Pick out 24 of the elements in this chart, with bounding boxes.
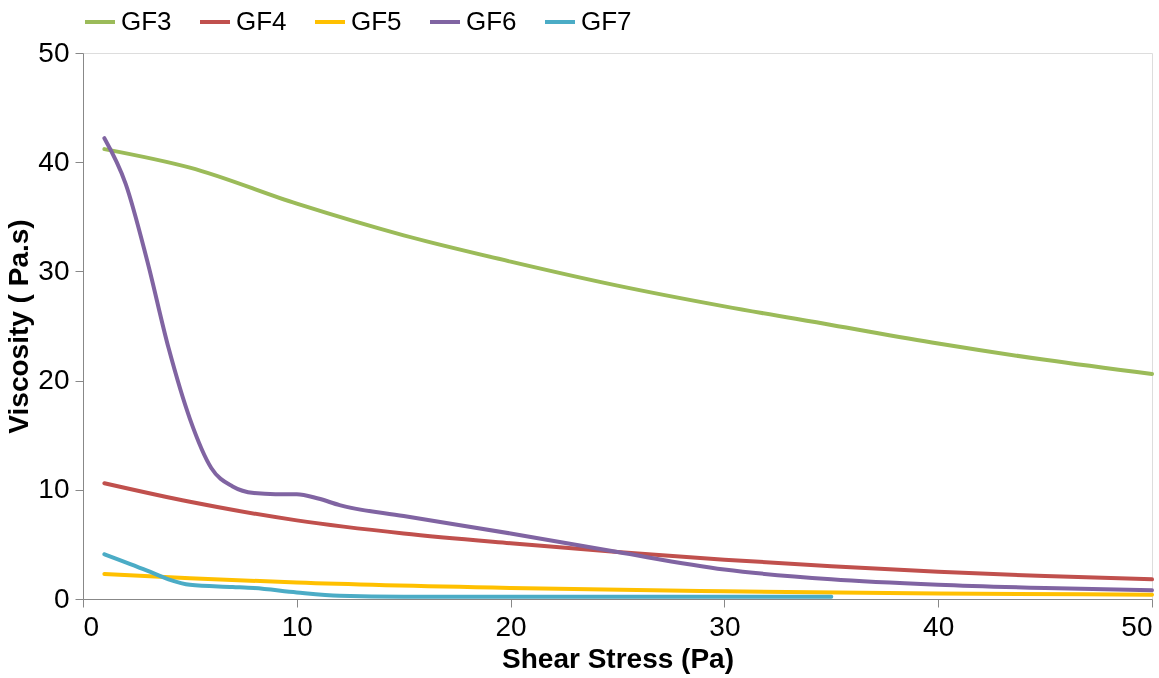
- line-series: [102, 147, 1154, 377]
- x-tick-label: 40: [923, 610, 955, 642]
- legend-label: GF4: [236, 6, 287, 36]
- legend-label: GF5: [351, 6, 402, 36]
- line-series: [102, 571, 1154, 597]
- x-tick-label: 20: [495, 610, 527, 642]
- line-series: [102, 481, 1154, 582]
- legend-label: GF6: [466, 6, 517, 36]
- x-axis-title: Shear Stress (Pa): [502, 642, 734, 674]
- x-tick-label: 30: [709, 610, 741, 642]
- line-series: [102, 552, 834, 599]
- y-tick-label: 40: [38, 145, 70, 177]
- x-tick-label: 10: [281, 610, 313, 642]
- y-axis-title: Viscosity ( Pa.s): [3, 219, 35, 434]
- x-tick-label: 50: [1121, 610, 1153, 642]
- line-series: [102, 136, 1154, 593]
- y-tick-label: 30: [38, 254, 70, 286]
- y-tick-label: 20: [38, 364, 70, 396]
- x-tick-label: 0: [83, 610, 100, 642]
- legend-label: GF3: [121, 6, 172, 36]
- y-tick-label: 0: [53, 582, 70, 614]
- y-tick-label: 50: [38, 36, 70, 68]
- y-tick-label: 10: [38, 473, 70, 505]
- legend-label: GF7: [581, 6, 632, 36]
